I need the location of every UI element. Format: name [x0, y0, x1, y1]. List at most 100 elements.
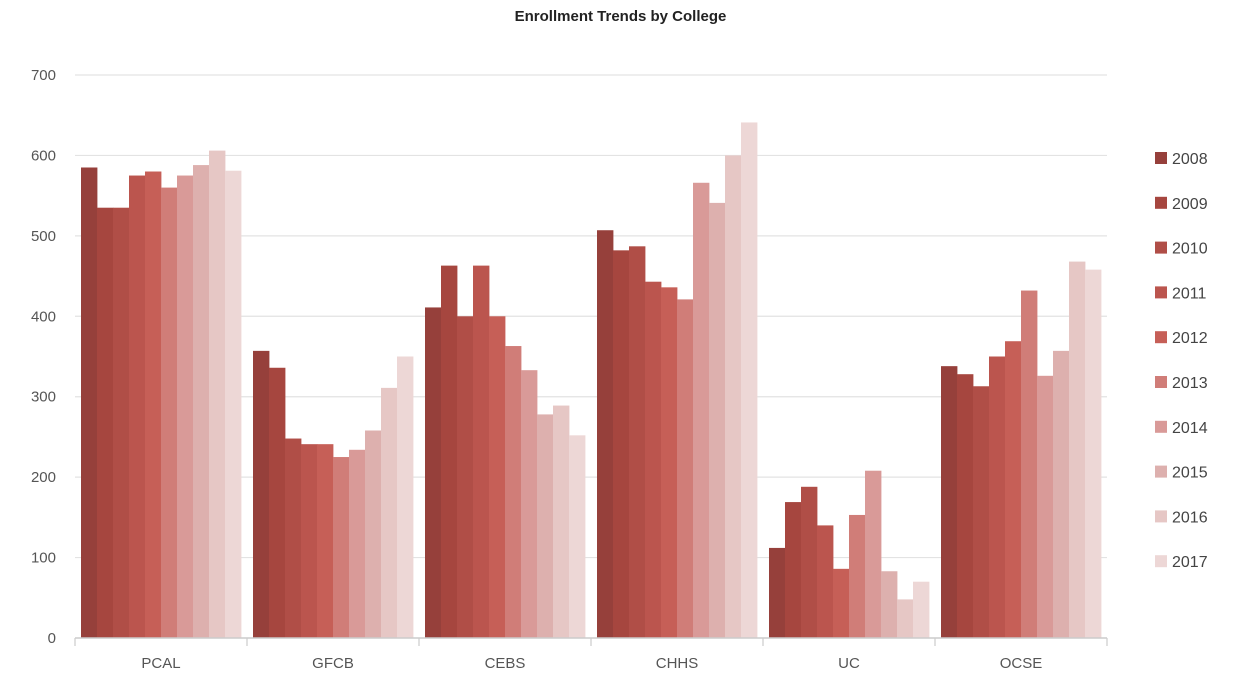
legend-swatch — [1155, 331, 1167, 344]
bar-CEBS-2010 — [457, 316, 474, 638]
legend-swatch — [1155, 510, 1167, 523]
legend-swatch — [1155, 555, 1167, 568]
y-tick-label: 100 — [31, 550, 56, 567]
bar-CEBS-2009 — [441, 265, 458, 638]
bar-CHHS-2015 — [709, 202, 726, 639]
bar-PCAL-2014 — [177, 175, 194, 639]
y-tick-label: 400 — [31, 308, 56, 325]
bar-CHHS-2012 — [661, 287, 678, 638]
bar-OCSE-2011 — [989, 356, 1006, 638]
legend-label: 2010 — [1172, 241, 1208, 258]
y-tick-label: 300 — [31, 389, 56, 406]
bar-PCAL-2009 — [97, 207, 114, 638]
bar-CEBS-2017 — [569, 435, 586, 638]
bar-GFCB-2017 — [397, 356, 414, 638]
y-tick-label: 500 — [31, 228, 56, 245]
y-tick-label: 200 — [31, 469, 56, 486]
legend-swatch — [1155, 420, 1167, 433]
bar-OCSE-2014 — [1037, 375, 1054, 638]
legend-swatch — [1155, 286, 1167, 299]
x-tick-label: UC — [838, 655, 860, 672]
legend-label: 2017 — [1172, 554, 1208, 571]
bar-GFCB-2011 — [301, 444, 318, 638]
bar-UC-2016 — [897, 599, 914, 638]
bar-CHHS-2016 — [725, 155, 742, 638]
legend-label: 2008 — [1172, 151, 1208, 168]
legend-label: 2013 — [1172, 375, 1208, 392]
legend-label: 2009 — [1172, 196, 1208, 213]
legend-swatch — [1155, 152, 1167, 164]
bar-GFCB-2014 — [349, 449, 366, 638]
bar-OCSE-2008 — [941, 366, 958, 638]
bar-OCSE-2013 — [1021, 290, 1038, 638]
bar-GFCB-2012 — [317, 444, 334, 638]
bar-GFCB-2013 — [333, 457, 350, 638]
bar-PCAL-2015 — [193, 165, 210, 638]
bar-GFCB-2015 — [365, 430, 382, 638]
bar-PCAL-2017 — [225, 170, 242, 638]
bar-CEBS-2008 — [425, 307, 442, 638]
bar-OCSE-2010 — [973, 386, 990, 638]
bar-CHHS-2009 — [613, 250, 630, 638]
x-tick-label: GFCB — [312, 655, 354, 672]
bar-OCSE-2017 — [1085, 269, 1102, 638]
bar-CHHS-2011 — [645, 281, 662, 638]
bar-PCAL-2008 — [81, 167, 98, 638]
bar-CEBS-2014 — [521, 370, 538, 638]
bar-UC-2017 — [913, 581, 930, 638]
bar-GFCB-2008 — [253, 350, 270, 638]
bar-CEBS-2013 — [505, 346, 522, 638]
bar-CHHS-2014 — [693, 182, 710, 638]
bar-CHHS-2017 — [741, 122, 758, 638]
bars — [81, 122, 1102, 639]
bar-CHHS-2013 — [677, 299, 694, 638]
legend-swatch — [1155, 241, 1167, 254]
bar-PCAL-2016 — [209, 150, 226, 639]
bar-UC-2010 — [801, 486, 818, 638]
bar-UC-2014 — [865, 470, 882, 638]
bar-CEBS-2016 — [553, 405, 570, 638]
legend-swatch — [1155, 465, 1167, 478]
x-tick-label: CEBS — [485, 655, 526, 672]
bar-PCAL-2013 — [161, 187, 178, 638]
bar-OCSE-2015 — [1053, 350, 1070, 638]
bar-CEBS-2012 — [489, 316, 506, 638]
x-tick-label: PCAL — [141, 655, 180, 672]
bar-GFCB-2009 — [269, 367, 286, 638]
bar-OCSE-2012 — [1005, 341, 1022, 638]
legend: 2008 2009 2010 2011 2012 2013 2014 2015 2016 2017 — [1155, 151, 1208, 571]
y-tick-label: 600 — [31, 147, 56, 164]
legend-label: 2011 — [1172, 285, 1207, 302]
bar-GFCB-2016 — [381, 387, 398, 638]
legend-label: 2014 — [1172, 420, 1208, 437]
bar-UC-2013 — [849, 514, 866, 638]
legend-swatch — [1155, 376, 1167, 388]
bar-UC-2009 — [785, 502, 802, 638]
bar-CHHS-2008 — [597, 230, 614, 638]
bar-CEBS-2015 — [537, 414, 554, 638]
bar-CEBS-2011 — [473, 265, 490, 638]
bar-UC-2012 — [833, 568, 850, 638]
bar-UC-2015 — [881, 571, 898, 638]
bar-UC-2008 — [769, 547, 786, 638]
bar-OCSE-2016 — [1069, 261, 1086, 638]
bar-PCAL-2011 — [129, 175, 146, 639]
bar-UC-2011 — [817, 525, 834, 638]
bar-OCSE-2009 — [957, 374, 974, 638]
y-tick-label: 700 — [31, 67, 56, 84]
chart-title: Enrollment Trends by College — [514, 8, 727, 25]
bar-PCAL-2010 — [113, 207, 130, 638]
legend-swatch — [1155, 196, 1167, 209]
legend-label: 2012 — [1172, 330, 1208, 347]
legend-label: 2015 — [1172, 465, 1208, 482]
bar-PCAL-2012 — [145, 171, 162, 638]
axes: 0 100 200 300 400 500 600 700 PCAL GFCB CEBS CHHS UC… — [31, 67, 1108, 672]
bar-GFCB-2010 — [285, 438, 302, 638]
x-tick-label: OCSE — [1000, 655, 1043, 672]
gridlines — [75, 74, 1107, 559]
x-tick-label: CHHS — [656, 655, 699, 672]
bar-CHHS-2010 — [629, 246, 646, 638]
y-tick-label: 0 — [48, 630, 56, 647]
